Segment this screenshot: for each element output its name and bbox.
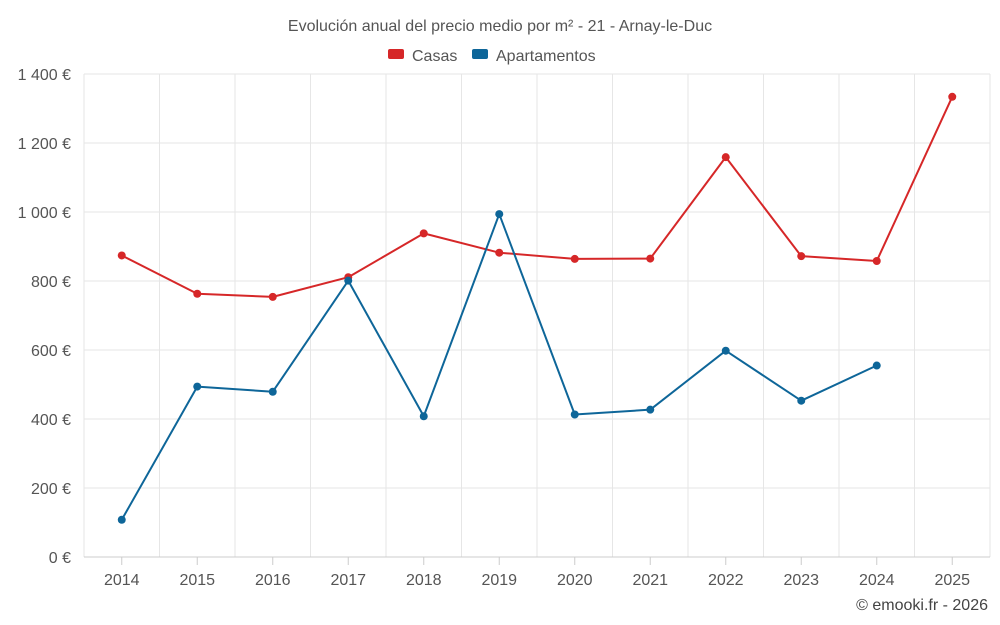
data-point-casas[interactable] (268, 292, 277, 301)
data-point-casas[interactable] (948, 92, 957, 101)
y-tick-label: 1 000 € (18, 205, 71, 222)
data-point-casas[interactable] (193, 289, 202, 298)
x-tick-label: 2017 (330, 572, 366, 589)
x-tick-label: 2025 (934, 572, 970, 589)
x-tick-label: 2019 (481, 572, 517, 589)
data-point-apartamentos[interactable] (872, 361, 881, 370)
series-line-casas (121, 96, 954, 298)
y-tick-label: 600 € (31, 343, 71, 360)
data-point-casas[interactable] (117, 251, 126, 260)
data-point-apartamentos[interactable] (419, 412, 428, 421)
y-axis-ticks: 0 € 200 € 400 € 600 € 800 € 1 000 € 1 200 € 1 4… (18, 67, 71, 567)
legend-label-casas: Casas (412, 48, 457, 65)
x-tick-label: 2022 (708, 572, 744, 589)
x-tick-label: 2021 (632, 572, 668, 589)
x-tick-label: 2016 (255, 572, 291, 589)
data-point-apartamentos[interactable] (495, 210, 504, 219)
data-point-apartamentos[interactable] (570, 410, 579, 419)
series-casas (117, 92, 957, 301)
legend-swatch-apartamentos (472, 49, 488, 59)
legend-swatch-casas (388, 49, 404, 59)
data-point-casas[interactable] (419, 229, 428, 238)
data-point-casas[interactable] (797, 252, 806, 261)
x-tick-label: 2018 (406, 572, 442, 589)
x-tick-label: 2023 (783, 572, 819, 589)
legend-item-apartamentos[interactable]: Apartamentos (472, 48, 596, 65)
x-tick-label: 2015 (179, 572, 215, 589)
legend-label-apartamentos: Apartamentos (496, 48, 596, 65)
data-point-casas[interactable] (570, 254, 579, 263)
data-point-apartamentos[interactable] (344, 276, 353, 285)
x-tick-label: 2020 (557, 572, 593, 589)
legend: Casas Apartamentos (388, 48, 596, 65)
y-tick-label: 1 200 € (18, 136, 71, 153)
y-tick-label: 0 € (49, 550, 71, 567)
data-point-casas[interactable] (721, 153, 730, 162)
data-point-casas[interactable] (495, 248, 504, 257)
data-point-casas[interactable] (646, 254, 655, 263)
y-tick-label: 200 € (31, 481, 71, 498)
credit-text: © emooki.fr - 2026 (856, 597, 988, 614)
y-tick-label: 400 € (31, 412, 71, 429)
data-point-apartamentos[interactable] (721, 346, 730, 355)
y-tick-label: 1 400 € (18, 67, 71, 84)
data-point-apartamentos[interactable] (646, 405, 655, 414)
x-axis-ticks: 2014 2015 2016 2017 2018 2019 2020 2021 2022 2023… (104, 557, 970, 589)
data-point-apartamentos[interactable] (117, 515, 126, 524)
legend-item-casas[interactable]: Casas (388, 48, 457, 65)
data-point-apartamentos[interactable] (193, 382, 202, 391)
data-point-apartamentos[interactable] (268, 387, 277, 396)
x-tick-label: 2024 (859, 572, 895, 589)
x-tick-label: 2014 (104, 572, 140, 589)
data-point-casas[interactable] (872, 256, 881, 265)
chart-title: Evolución anual del precio medio por m² … (288, 18, 712, 35)
data-point-apartamentos[interactable] (797, 396, 806, 405)
series-apartamentos (117, 210, 881, 524)
y-tick-label: 800 € (31, 274, 71, 291)
series (117, 92, 957, 524)
